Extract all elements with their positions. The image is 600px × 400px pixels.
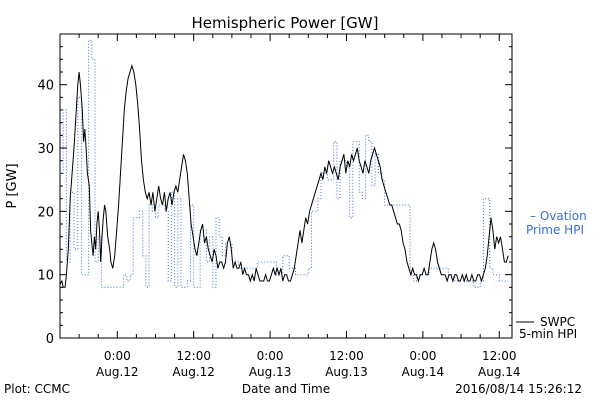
x-tick-label-date: Aug.13 xyxy=(249,365,292,379)
ovation-prime-line xyxy=(60,39,509,288)
legend-ovation-line1: – Ovation xyxy=(530,209,587,223)
plot-timestamp: 2016/08/14 15:26:12 xyxy=(455,382,582,396)
x-tick-label-date: Aug.14 xyxy=(478,365,521,379)
x-tick-label-time: 12:00 xyxy=(329,349,364,363)
y-tick-label: 30 xyxy=(37,142,54,157)
x-tick-label-time: 0:00 xyxy=(409,349,436,363)
legend-ovation: – Ovation Prime HPI xyxy=(526,209,587,237)
legend-swpc: SWPC 5-min HPI xyxy=(516,315,577,341)
legend-swpc-line2: 5-min HPI xyxy=(519,327,577,341)
x-axis-label: Date and Time xyxy=(242,382,330,396)
y-tick-label: 0 xyxy=(46,332,54,347)
y-tick-label: 20 xyxy=(37,205,54,220)
x-tick-label-date: Aug.12 xyxy=(96,365,139,379)
x-tick-label-date: Aug.13 xyxy=(325,365,368,379)
chart-title: Hemispheric Power [GW] xyxy=(192,14,379,32)
legend-ovation-line2: Prime HPI xyxy=(526,223,584,237)
y-tick-label: 10 xyxy=(37,269,54,284)
x-axis: 0:00 Aug.12 12:00 Aug.12 0:00 Aug.13 12:00 Aug.… xyxy=(59,34,521,379)
x-tick-label-time: 0:00 xyxy=(104,349,131,363)
x-tick-label-time: 12:00 xyxy=(176,349,211,363)
swpc-hpi-line xyxy=(59,63,509,288)
y-axis-label: P [GW] xyxy=(5,163,20,208)
y-axis: 0 10 20 30 40 xyxy=(37,33,512,347)
y-tick-label: 40 xyxy=(37,79,54,94)
x-tick-label-time: 12:00 xyxy=(482,349,517,363)
x-tick-label-time: 0:00 xyxy=(257,349,284,363)
x-tick-label-date: Aug.12 xyxy=(172,365,215,379)
plot-credit: Plot: CCMC xyxy=(4,382,70,396)
legend-swpc-line1: SWPC xyxy=(540,315,575,329)
x-tick-label-date: Aug.14 xyxy=(402,365,445,379)
